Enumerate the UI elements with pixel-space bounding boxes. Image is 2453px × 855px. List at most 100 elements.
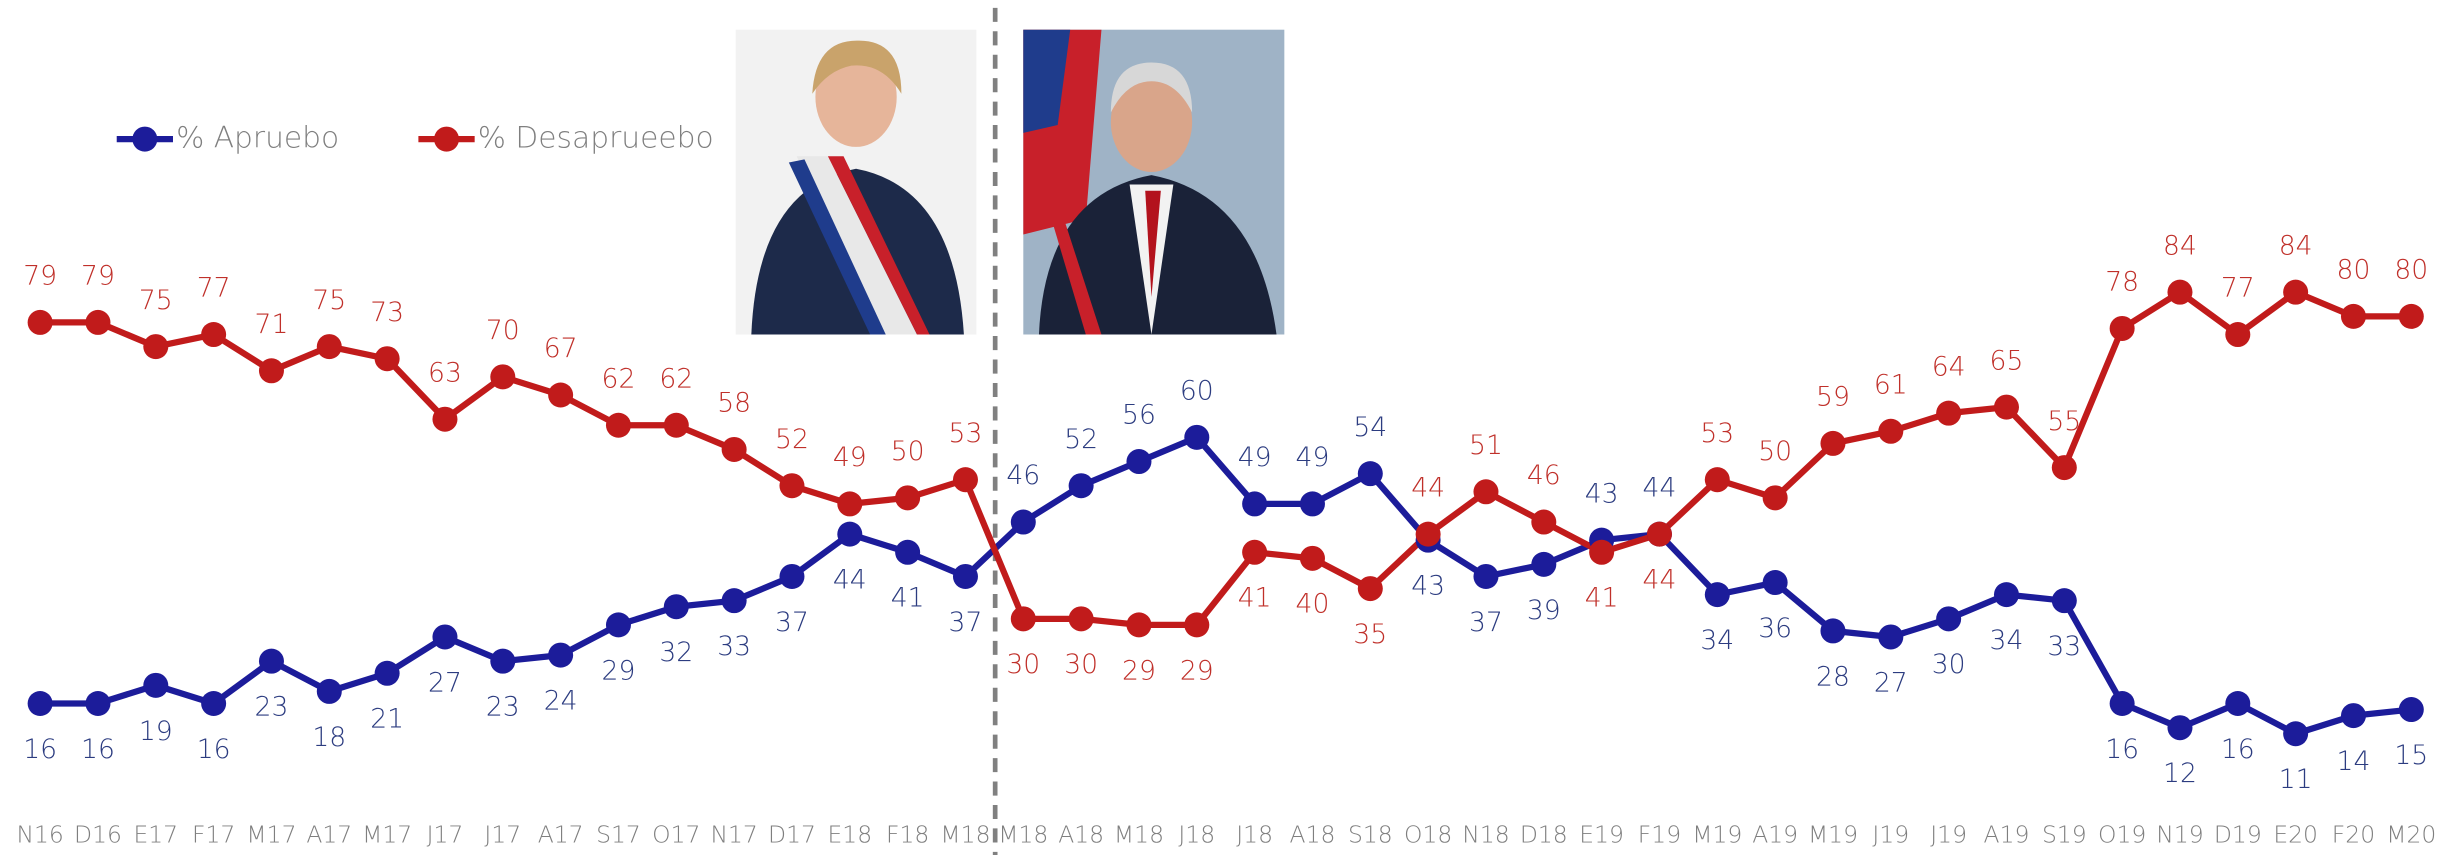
point [721,436,747,462]
data-label: 61 [1874,369,1908,400]
point [2283,721,2309,747]
point [1010,606,1036,632]
data-label: 59 [1816,382,1850,413]
data-label: 46 [1006,460,1040,491]
x-tick-label: M18 [998,821,1048,849]
x-tick-label: D17 [768,821,816,849]
data-label: 46 [1527,460,1561,491]
x-tick-label: D16 [74,821,122,849]
point [27,309,53,335]
x-tick-label: A17 [538,821,584,849]
x-tick-label: F17 [192,821,235,849]
point [1299,545,1325,571]
point [1068,606,1094,632]
data-label: 16 [81,734,115,765]
x-tick-label: M17 [246,821,296,849]
data-label: 54 [1353,412,1387,443]
data-label: 29 [1122,655,1156,686]
data-label: 49 [1296,442,1330,473]
data-label: 18 [312,722,346,753]
x-tick-label: N16 [16,821,63,849]
data-label: 33 [2047,631,2081,662]
data-label: 75 [139,285,173,316]
point [432,406,458,432]
data-label: 60 [1180,376,1214,407]
point [374,660,400,686]
data-label: 62 [602,363,636,394]
x-tick-label: F19 [1638,821,1681,849]
data-label: 39 [1527,595,1561,626]
data-label: 63 [428,357,462,388]
point [258,648,284,674]
photo-pinera [1023,29,1285,335]
point [2167,279,2193,305]
data-label: 50 [1758,436,1792,467]
data-label: 29 [1180,655,1214,686]
data-label: 19 [139,716,173,747]
point [1820,430,1846,456]
data-label: 65 [1990,345,2024,376]
data-label: 37 [949,607,983,638]
point [1242,491,1268,517]
point [548,382,574,408]
data-label: 41 [891,583,925,614]
data-label: 44 [1643,472,1677,503]
x-tick-label: E20 [2273,821,2318,849]
point [663,412,689,438]
point [1068,473,1094,499]
data-label: 80 [2337,255,2371,286]
point [432,624,458,650]
data-label: 64 [1932,351,1966,382]
point [1184,612,1210,638]
point [258,358,284,384]
point [605,612,631,638]
x-tick-label: A19 [1752,821,1798,849]
x-tick-label: N19 [2156,821,2203,849]
data-label: 15 [2394,740,2428,771]
point [1010,509,1036,535]
point [1704,582,1730,608]
data-label: 84 [2279,230,2313,261]
point [779,563,805,589]
point [1936,606,1962,632]
data-label: 62 [659,363,693,394]
x-tick-label: J17 [484,821,521,849]
point [779,473,805,499]
point [316,334,342,360]
point [2225,322,2251,348]
point [2225,691,2251,717]
point [1126,612,1152,638]
data-label: 49 [1238,442,1272,473]
x-tick-label: D18 [1520,821,1568,849]
x-tick-label: D19 [2214,821,2262,849]
point [1762,485,1788,511]
point [1184,424,1210,450]
point [1242,539,1268,565]
point [1762,570,1788,596]
point [27,691,53,717]
data-label: 80 [2394,255,2428,286]
point [1357,461,1383,487]
x-tick-label: S19 [2042,821,2087,849]
point [1704,467,1730,493]
x-tick-label: A18 [1290,821,1336,849]
point [895,539,921,565]
data-label: 53 [949,418,983,449]
data-label: 71 [255,309,289,340]
x-tick-label: F18 [886,821,929,849]
x-tick-label: M18 [940,821,990,849]
data-label: 84 [2163,230,2197,261]
data-label: 37 [775,607,809,638]
point [2340,303,2366,329]
x-tick-label: M19 [1808,821,1858,849]
data-label: 28 [1816,661,1850,692]
point [1589,539,1615,565]
x-tick-label: J19 [1930,821,1967,849]
data-label: 73 [370,297,404,328]
data-label: 40 [1296,589,1330,620]
data-label: 78 [2105,267,2139,298]
data-label: 43 [1585,478,1619,509]
x-tick-label: F20 [2332,821,2375,849]
x-tick-label: E18 [827,821,872,849]
data-label: 21 [370,704,404,735]
